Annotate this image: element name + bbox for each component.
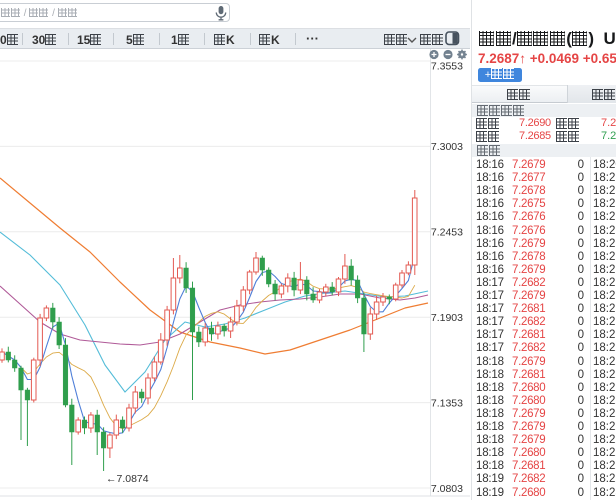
svg-text:7.1353: 7.1353 bbox=[431, 397, 463, 409]
svg-text:7.3553: 7.3553 bbox=[431, 60, 463, 72]
svg-text:7.1903: 7.1903 bbox=[431, 312, 463, 324]
svg-text:7.2453: 7.2453 bbox=[431, 227, 463, 239]
svg-text:7.0803: 7.0803 bbox=[431, 483, 463, 495]
svg-text:7.3003: 7.3003 bbox=[431, 141, 463, 153]
svg-text:←7.0874: ←7.0874 bbox=[106, 473, 149, 485]
